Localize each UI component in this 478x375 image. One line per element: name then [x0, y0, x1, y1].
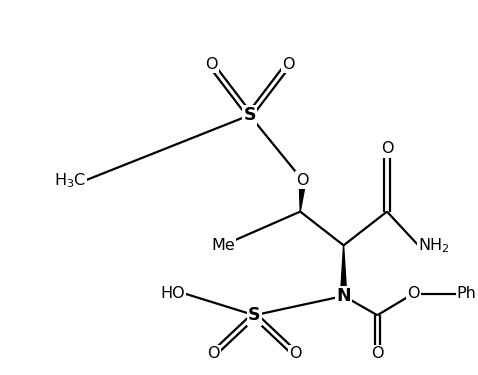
Text: O: O: [380, 141, 393, 156]
Text: Me: Me: [211, 238, 235, 253]
Polygon shape: [299, 180, 306, 212]
Text: N: N: [337, 287, 351, 305]
Text: O: O: [282, 57, 294, 72]
Text: O: O: [289, 346, 302, 361]
Text: HO: HO: [160, 286, 185, 301]
Polygon shape: [340, 245, 347, 296]
Text: O: O: [296, 173, 309, 188]
Text: S: S: [243, 106, 256, 124]
Text: S: S: [248, 306, 261, 324]
Text: Ph: Ph: [457, 286, 477, 301]
Text: NH$_2$: NH$_2$: [418, 236, 450, 255]
Text: O: O: [371, 346, 383, 361]
Text: O: O: [407, 286, 420, 301]
Text: O: O: [207, 346, 220, 361]
Text: O: O: [205, 57, 217, 72]
Text: H$_3$C: H$_3$C: [54, 171, 86, 190]
